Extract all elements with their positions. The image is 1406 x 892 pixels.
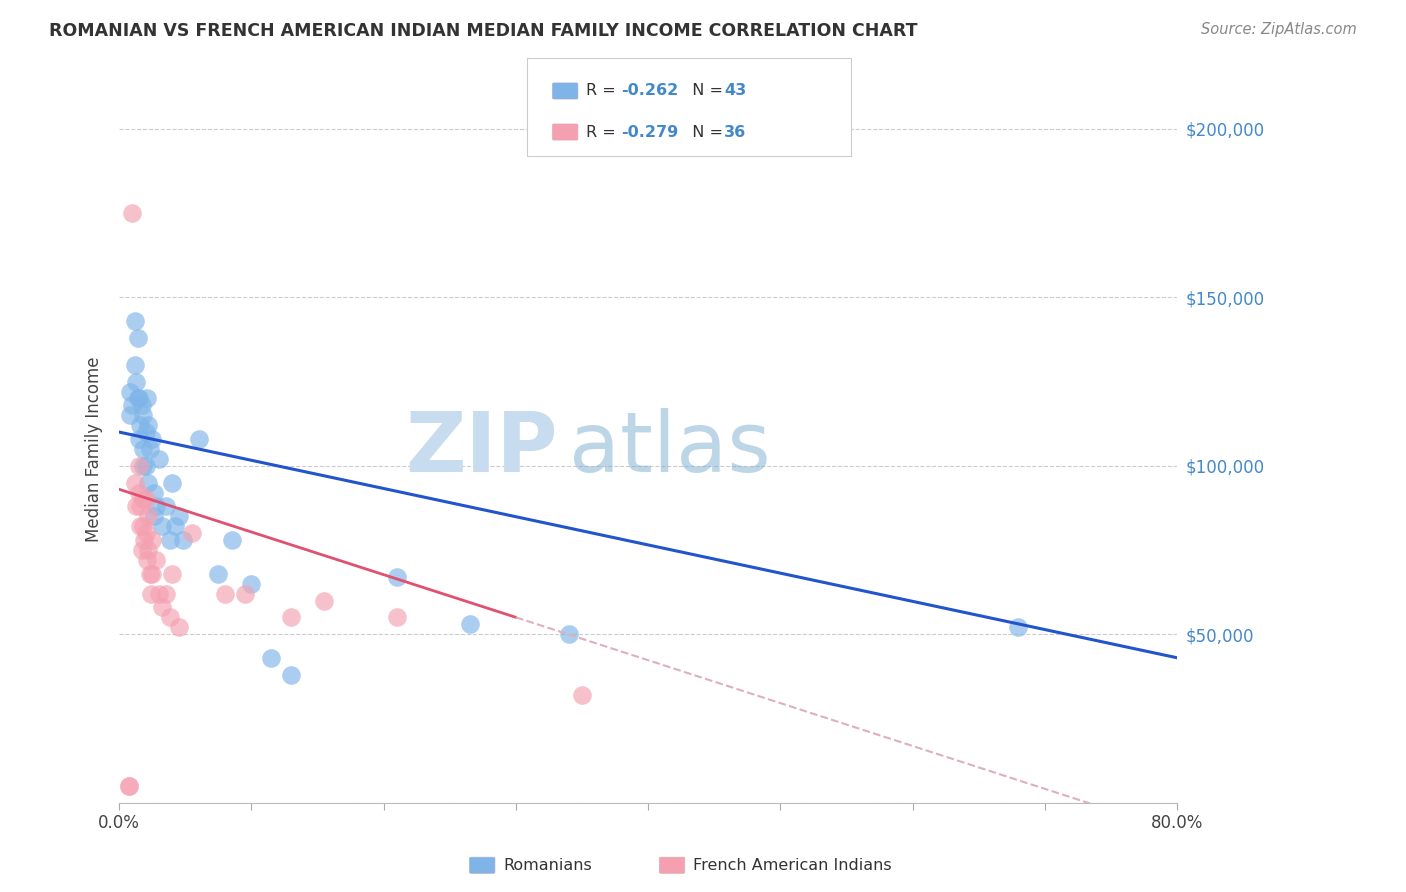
Point: [138, 475, 160, 490]
Point: [129, 418, 152, 433]
Point: [159, 533, 181, 547]
Point: [280, 610, 302, 624]
Point: [135, 458, 157, 473]
Point: [207, 566, 229, 581]
Point: [132, 442, 155, 456]
Text: French American Indians: French American Indians: [693, 858, 891, 872]
Point: [159, 610, 181, 624]
Point: [155, 499, 177, 513]
Point: [148, 452, 170, 467]
Point: [172, 533, 194, 547]
Text: Romanians: Romanians: [503, 858, 592, 872]
Point: [150, 519, 173, 533]
Point: [458, 617, 481, 632]
Point: [128, 458, 150, 473]
Point: [124, 475, 146, 490]
Point: [150, 600, 173, 615]
Text: Source: ZipAtlas.com: Source: ZipAtlas.com: [1201, 22, 1357, 37]
Point: [160, 566, 183, 581]
Point: [160, 475, 183, 490]
Point: [135, 526, 157, 541]
Y-axis label: Median Family Income: Median Family Income: [86, 356, 103, 541]
Point: [139, 587, 162, 601]
Point: [233, 587, 256, 601]
Point: [145, 499, 167, 513]
Text: atlas: atlas: [569, 409, 770, 490]
Point: [138, 566, 160, 581]
Point: [141, 566, 163, 581]
Point: [128, 485, 150, 500]
Point: [135, 492, 157, 507]
Point: [187, 432, 209, 446]
Point: [135, 425, 157, 439]
Point: [132, 458, 155, 473]
Point: [125, 375, 148, 389]
Point: [117, 779, 139, 793]
Point: [141, 533, 163, 547]
Point: [136, 553, 159, 567]
Point: [240, 576, 263, 591]
Text: R =: R =: [586, 125, 621, 139]
Point: [117, 779, 139, 793]
Point: [125, 499, 148, 513]
Point: [141, 432, 163, 446]
Point: [132, 409, 155, 423]
Point: [167, 509, 190, 524]
Point: [128, 432, 150, 446]
Point: [124, 314, 146, 328]
Point: [118, 384, 141, 399]
Text: -0.279: -0.279: [621, 125, 679, 139]
Point: [131, 398, 153, 412]
Point: [142, 485, 165, 500]
Point: [1007, 620, 1029, 634]
Point: [142, 509, 165, 524]
Text: R =: R =: [586, 84, 621, 98]
Point: [138, 543, 160, 558]
Point: [385, 570, 408, 584]
Point: [260, 650, 283, 665]
Point: [167, 620, 190, 634]
Point: [221, 533, 243, 547]
Text: 43: 43: [724, 84, 747, 98]
Point: [136, 392, 159, 406]
Point: [128, 392, 150, 406]
Point: [145, 553, 167, 567]
Point: [129, 519, 152, 533]
Point: [138, 442, 160, 456]
Point: [138, 418, 160, 433]
Point: [134, 533, 156, 547]
Point: [385, 610, 408, 624]
Point: [127, 392, 149, 406]
Point: [132, 492, 155, 507]
Point: [558, 627, 581, 641]
Point: [314, 593, 336, 607]
Point: [124, 358, 146, 372]
Point: [138, 509, 160, 524]
Point: [132, 519, 155, 533]
Point: [155, 587, 177, 601]
Point: [148, 587, 170, 601]
Text: ZIP: ZIP: [406, 409, 558, 490]
Text: N =: N =: [682, 125, 728, 139]
Text: N =: N =: [682, 84, 728, 98]
Point: [163, 519, 186, 533]
Point: [181, 526, 204, 541]
Point: [121, 398, 143, 412]
Point: [129, 499, 152, 513]
Point: [280, 667, 302, 681]
Point: [214, 587, 236, 601]
Text: ROMANIAN VS FRENCH AMERICAN INDIAN MEDIAN FAMILY INCOME CORRELATION CHART: ROMANIAN VS FRENCH AMERICAN INDIAN MEDIA…: [49, 22, 918, 40]
Point: [121, 206, 143, 220]
Text: 36: 36: [724, 125, 747, 139]
Point: [571, 688, 593, 702]
Point: [131, 543, 153, 558]
Point: [127, 331, 149, 345]
Point: [118, 409, 141, 423]
Text: -0.262: -0.262: [621, 84, 679, 98]
